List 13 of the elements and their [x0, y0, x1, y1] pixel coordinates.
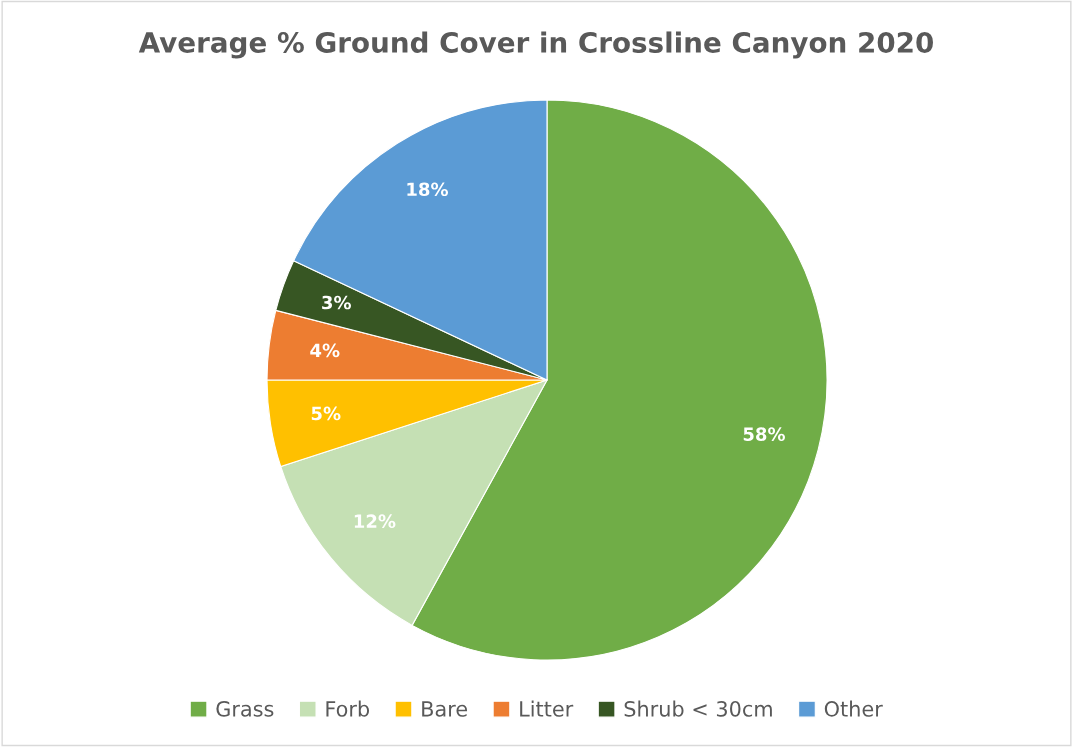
- data-label: 3%: [322, 295, 351, 310]
- data-label: 58%: [743, 427, 785, 441]
- data-label: 5%: [311, 406, 341, 421]
- data-label: 18%: [407, 182, 449, 197]
- chart-title: Average % Ground Cover in Crossline Canyon 2020: [138, 31, 933, 59]
- data-label: 4%: [310, 343, 340, 358]
- legend-label: Other: [824, 700, 883, 717]
- legend-label: Grass: [216, 700, 274, 717]
- legend-label: Shrub < 30cm: [624, 700, 772, 717]
- legend-label: Litter: [520, 700, 574, 717]
- legend-label: Bare: [422, 701, 468, 717]
- data-label: 12%: [354, 514, 396, 529]
- legend-label: Forb: [326, 700, 370, 717]
